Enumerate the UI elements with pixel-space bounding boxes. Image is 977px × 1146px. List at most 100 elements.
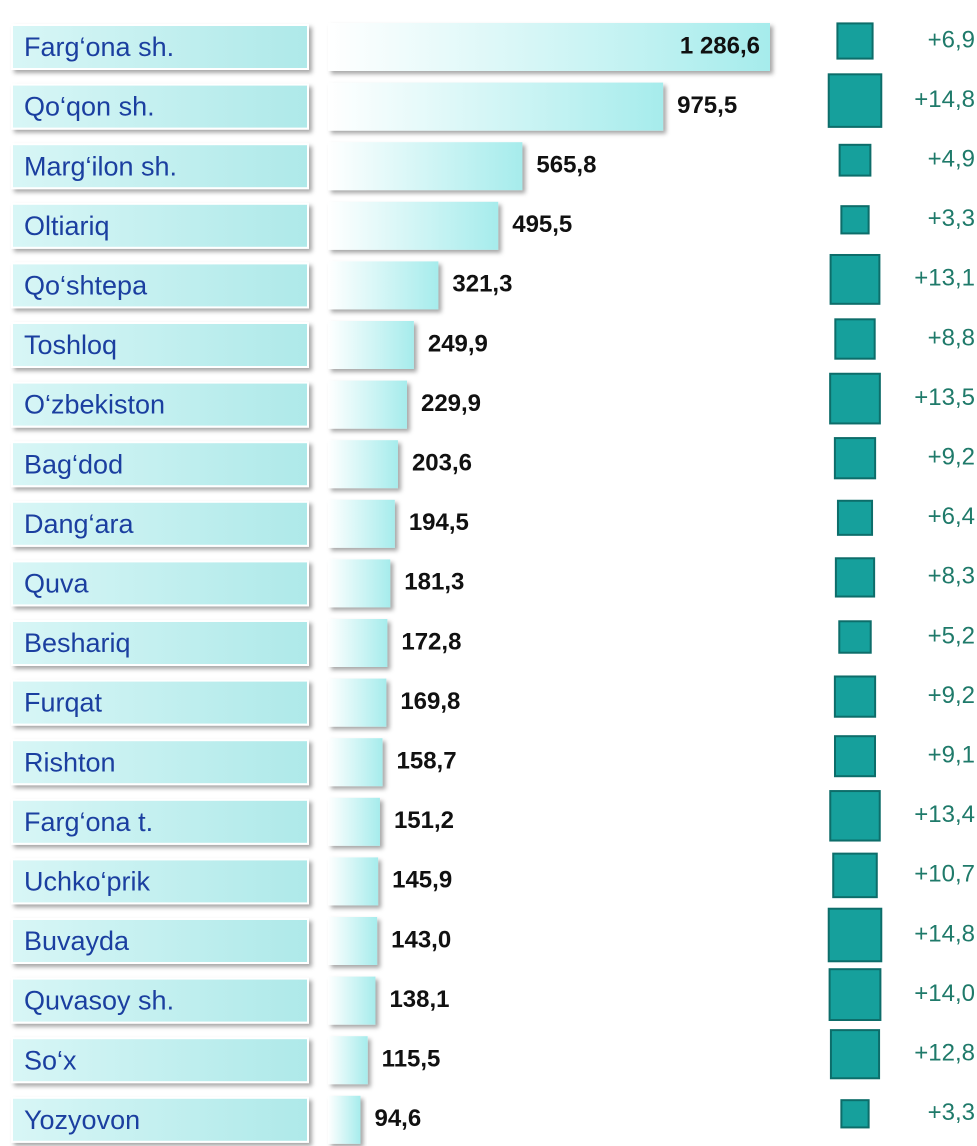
growth-square: [838, 143, 872, 177]
bar: [328, 738, 383, 787]
value-label: 203,6: [412, 450, 472, 477]
growth-square: [829, 1029, 881, 1080]
bar: [328, 380, 407, 429]
growth-square: [827, 73, 883, 128]
category-box: [11, 322, 309, 368]
bar: [328, 619, 388, 667]
value-label: 158,7: [397, 748, 457, 775]
value-label: 249,9: [428, 330, 488, 357]
growth-label: +13,1: [914, 265, 975, 292]
category-box: [11, 1037, 309, 1084]
category-label: Yozyovon: [24, 1105, 140, 1135]
category-box: [11, 918, 309, 964]
value-label: 145,9: [392, 867, 452, 894]
growth-label: +8,8: [928, 324, 975, 351]
value-label: 143,0: [391, 926, 451, 953]
category-label: Farg‘ona t.: [24, 807, 153, 837]
bar: [328, 201, 499, 250]
category-label: Buvayda: [24, 926, 130, 956]
category-label: Qo‘qon sh.: [24, 92, 155, 122]
bar: [328, 1095, 361, 1144]
category-label: Dang‘ara: [24, 509, 135, 539]
category-box: [11, 858, 309, 905]
category-label: Toshloq: [24, 330, 117, 360]
category-box: [11, 262, 309, 309]
category-label: Uchko‘prik: [24, 867, 151, 897]
category-label: Rishton: [24, 747, 116, 777]
growth-label: +9,1: [928, 742, 975, 769]
value-label: 565,8: [536, 152, 596, 179]
bar: [328, 559, 391, 608]
growth-label: +13,4: [914, 801, 975, 828]
bar: [328, 23, 770, 71]
growth-label: +8,3: [928, 563, 975, 590]
value-label: 1 286,6: [680, 32, 760, 59]
value-label: 94,6: [374, 1105, 421, 1132]
growth-square: [833, 735, 877, 778]
category-box: [11, 798, 309, 845]
category-box: [11, 202, 309, 249]
growth-label: +3,3: [928, 205, 975, 232]
growth-label: +14,8: [914, 86, 975, 113]
value-label: 151,2: [394, 807, 454, 834]
growth-square: [840, 205, 870, 235]
category-label: Quva: [24, 569, 90, 599]
growth-square: [829, 790, 881, 842]
value-label: 181,3: [404, 569, 464, 596]
value-label: 495,5: [512, 211, 572, 238]
growth-square: [829, 372, 881, 425]
bar: [328, 82, 664, 131]
growth-square: [838, 620, 872, 654]
category-box: [11, 977, 309, 1024]
growth-square: [833, 437, 877, 480]
category-box: [11, 381, 309, 428]
growth-label: +12,8: [914, 1040, 975, 1067]
growth-label: +6,9: [928, 26, 975, 53]
growth-square: [836, 22, 874, 60]
bar: [328, 678, 387, 727]
category-box: [11, 24, 309, 70]
growth-square: [840, 1099, 870, 1129]
growth-label: +9,2: [928, 444, 975, 471]
category-box: [11, 620, 309, 666]
category-label: Quvasoy sh.: [24, 986, 174, 1016]
growth-label: +5,2: [928, 622, 975, 649]
category-box: [11, 679, 309, 726]
growth-square: [834, 318, 876, 360]
value-label: 229,9: [421, 390, 481, 417]
growth-label: +3,3: [928, 1099, 975, 1126]
bar: [328, 857, 379, 906]
category-box: [11, 1096, 309, 1143]
bar: [328, 917, 378, 965]
category-label: O‘zbekiston: [24, 390, 165, 420]
bar: [328, 499, 395, 548]
value-label: 194,5: [409, 509, 469, 536]
category-label: Furqat: [24, 688, 103, 718]
value-label: 975,5: [677, 92, 737, 119]
bar: [328, 797, 380, 846]
category-label: Marg‘ilon sh.: [24, 151, 177, 181]
growth-square: [829, 253, 881, 305]
growth-label: +14,0: [914, 980, 975, 1007]
bar: [328, 440, 398, 489]
category-box: [11, 83, 309, 130]
value-label: 169,8: [400, 688, 460, 715]
growth-label: +4,9: [928, 146, 975, 173]
category-label: Qo‘shtepa: [24, 271, 148, 301]
category-box: [11, 739, 309, 786]
growth-label: +6,4: [928, 503, 975, 530]
growth-square: [832, 852, 878, 899]
category-label: Bag‘dod: [24, 449, 123, 479]
category-label: Farg‘ona sh.: [24, 32, 174, 62]
growth-square: [834, 557, 876, 598]
growth-label: +10,7: [914, 861, 975, 888]
category-label: Oltiariq: [24, 211, 110, 241]
category-label: So‘x: [24, 1045, 77, 1075]
bar: [328, 261, 439, 310]
value-label: 321,3: [452, 271, 512, 298]
bar: [328, 142, 523, 191]
value-label: 172,8: [401, 628, 461, 655]
category-box: [11, 143, 309, 190]
category-box: [11, 441, 309, 488]
